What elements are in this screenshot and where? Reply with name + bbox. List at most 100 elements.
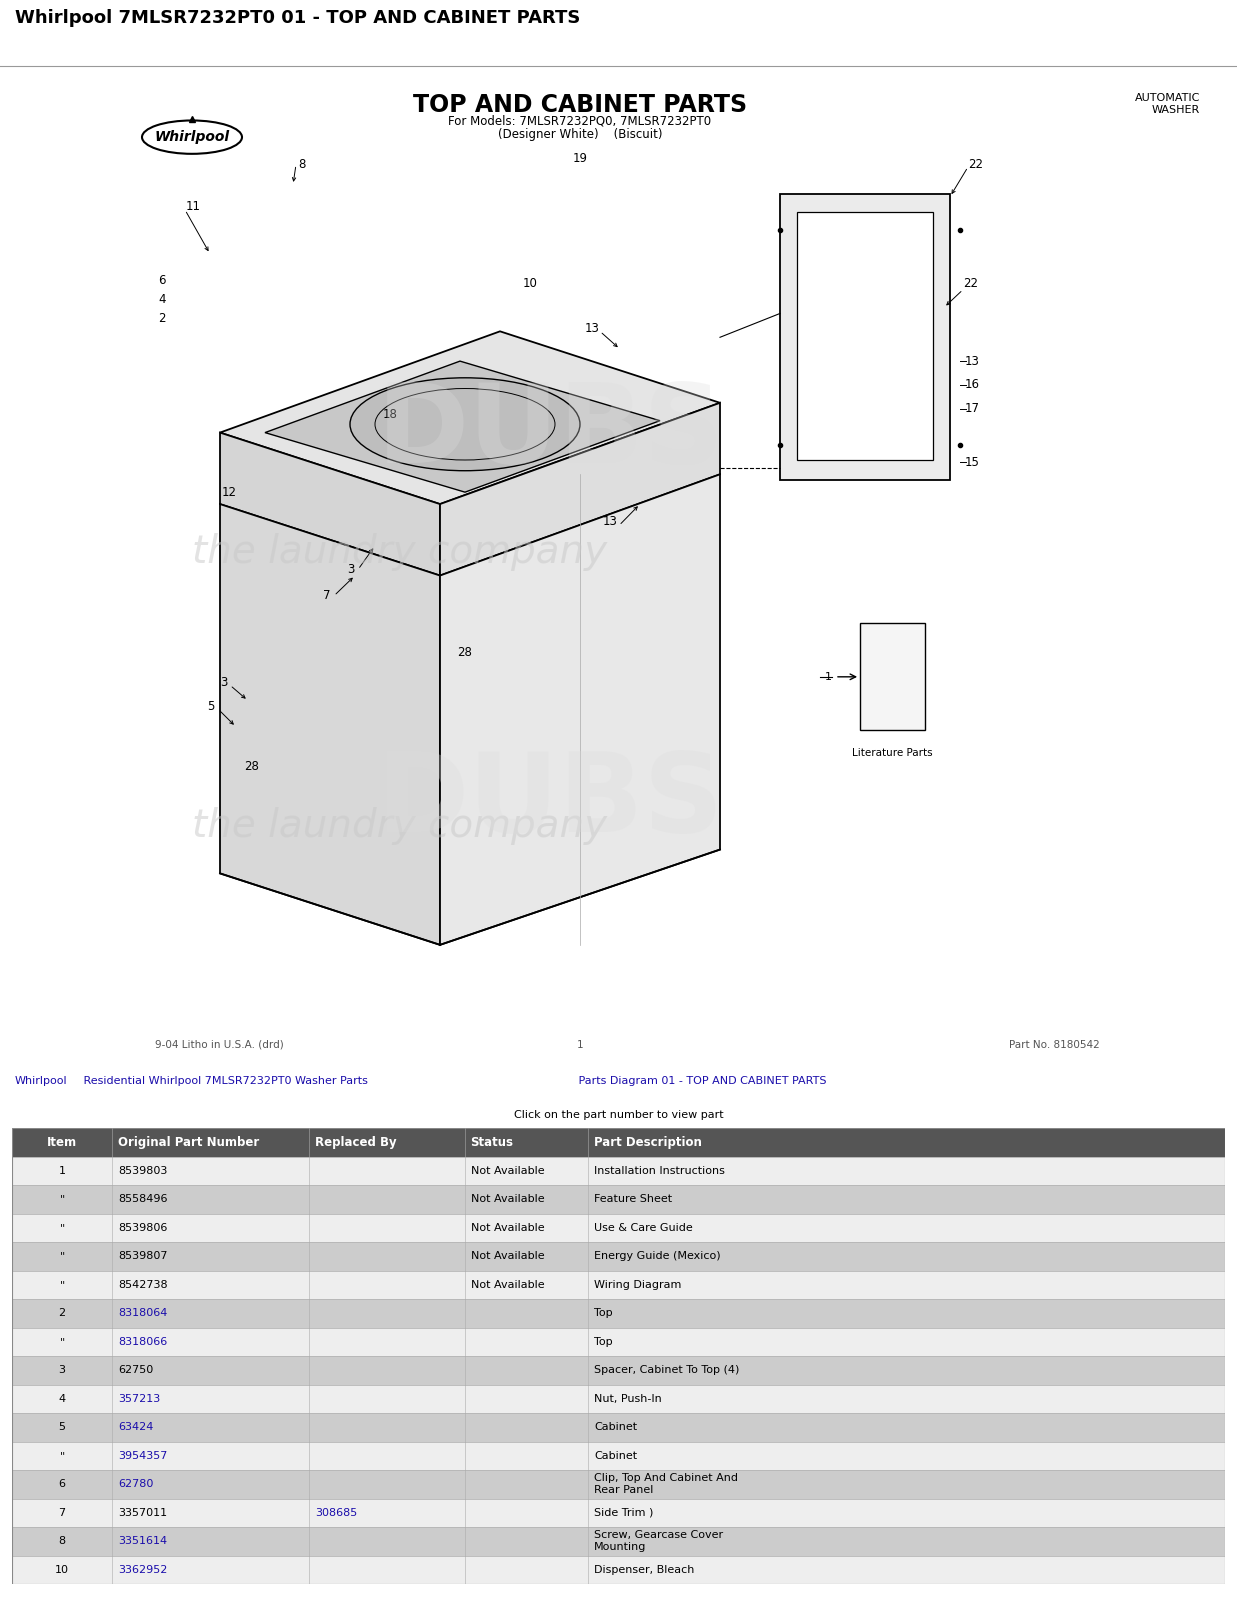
Ellipse shape: [350, 378, 580, 470]
Text: 22: 22: [969, 158, 983, 171]
Text: 12: 12: [221, 486, 238, 499]
Text: 8539807: 8539807: [118, 1251, 167, 1261]
Text: 2: 2: [158, 312, 166, 325]
Bar: [12, 1526, 1225, 1555]
Text: Energy Guide (Mexico): Energy Guide (Mexico): [594, 1251, 721, 1261]
Text: Nut, Push-In: Nut, Push-In: [594, 1394, 662, 1403]
Text: ": ": [59, 1194, 64, 1205]
Text: 13: 13: [604, 515, 618, 528]
Text: 13: 13: [585, 323, 600, 336]
Text: 17: 17: [965, 402, 980, 416]
Polygon shape: [220, 504, 440, 946]
Text: 8542738: 8542738: [118, 1280, 167, 1290]
Text: 3357011: 3357011: [118, 1507, 167, 1518]
Text: 8539806: 8539806: [118, 1222, 167, 1232]
Polygon shape: [220, 331, 720, 504]
Text: AUTOMATIC
WASHER: AUTOMATIC WASHER: [1134, 93, 1200, 115]
Text: 8318066: 8318066: [118, 1336, 167, 1347]
Text: 18: 18: [382, 408, 397, 421]
Text: Whirlpool: Whirlpool: [155, 130, 230, 144]
Polygon shape: [440, 403, 720, 576]
Text: 16: 16: [965, 379, 980, 392]
Polygon shape: [440, 474, 720, 946]
Text: 11: 11: [186, 200, 200, 213]
Text: 4: 4: [58, 1394, 66, 1403]
Text: For Models: 7MLSR7232PQ0, 7MLSR7232PT0: For Models: 7MLSR7232PQ0, 7MLSR7232PT0: [449, 115, 711, 128]
Text: 357213: 357213: [118, 1394, 160, 1403]
Text: 7: 7: [58, 1507, 66, 1518]
Text: 3: 3: [348, 563, 355, 576]
Text: 28: 28: [245, 760, 260, 773]
Bar: [12, 1299, 1225, 1328]
Text: Whirlpool: Whirlpool: [15, 1075, 68, 1085]
Text: 308685: 308685: [315, 1507, 357, 1518]
Text: Not Available: Not Available: [470, 1222, 544, 1232]
Text: 3: 3: [220, 677, 228, 690]
Text: 1: 1: [58, 1166, 66, 1176]
Polygon shape: [781, 194, 950, 480]
Text: Not Available: Not Available: [470, 1166, 544, 1176]
Text: Click on the part number to view part: Click on the part number to view part: [513, 1110, 724, 1120]
Bar: [12, 1442, 1225, 1470]
Text: Cabinet: Cabinet: [594, 1451, 637, 1461]
Text: 5: 5: [208, 701, 215, 714]
Bar: [12, 1328, 1225, 1357]
Text: Not Available: Not Available: [470, 1194, 544, 1205]
Text: 3: 3: [58, 1365, 66, 1376]
Text: Residential Whirlpool 7MLSR7232PT0 Washer Parts: Residential Whirlpool 7MLSR7232PT0 Washe…: [80, 1075, 369, 1085]
Text: 7: 7: [323, 589, 330, 602]
Text: TOP AND CABINET PARTS: TOP AND CABINET PARTS: [413, 93, 747, 117]
Text: 22: 22: [962, 277, 978, 290]
Text: Clip, Top And Cabinet And
Rear Panel: Clip, Top And Cabinet And Rear Panel: [594, 1474, 738, 1494]
Text: Status: Status: [470, 1136, 513, 1149]
Text: Spacer, Cabinet To Top (4): Spacer, Cabinet To Top (4): [594, 1365, 740, 1376]
Text: Whirlpool 7MLSR7232PT0 01 - TOP AND CABINET PARTS: Whirlpool 7MLSR7232PT0 01 - TOP AND CABI…: [15, 10, 580, 27]
Text: Screw, Gearcase Cover
Mounting: Screw, Gearcase Cover Mounting: [594, 1531, 724, 1552]
Bar: [12, 1555, 1225, 1584]
Text: 10: 10: [522, 277, 537, 290]
Text: 15: 15: [965, 456, 980, 469]
Text: the laundry company: the laundry company: [193, 806, 607, 845]
Text: 6: 6: [158, 274, 166, 286]
Text: 62780: 62780: [118, 1480, 153, 1490]
Text: Installation Instructions: Installation Instructions: [594, 1166, 725, 1176]
Text: DUBS: DUBS: [376, 379, 724, 486]
Text: Part No. 8180542: Part No. 8180542: [1009, 1040, 1100, 1050]
Text: Original Part Number: Original Part Number: [118, 1136, 259, 1149]
Text: Not Available: Not Available: [470, 1251, 544, 1261]
Bar: [12, 1384, 1225, 1413]
Bar: [12, 1128, 1225, 1157]
Text: 2: 2: [58, 1309, 66, 1318]
Text: 13: 13: [965, 355, 980, 368]
Text: 1: 1: [576, 1040, 584, 1050]
Text: Use & Care Guide: Use & Care Guide: [594, 1222, 693, 1232]
Bar: [12, 1157, 1225, 1186]
Text: Feature Sheet: Feature Sheet: [594, 1194, 673, 1205]
Text: Top: Top: [594, 1336, 612, 1347]
Bar: [12, 1242, 1225, 1270]
Bar: [12, 1213, 1225, 1242]
Text: Wiring Diagram: Wiring Diagram: [594, 1280, 682, 1290]
Bar: [12, 1270, 1225, 1299]
Text: Item: Item: [47, 1136, 77, 1149]
Text: 9-04 Litho in U.S.A. (drd): 9-04 Litho in U.S.A. (drd): [155, 1040, 283, 1050]
Text: the laundry company: the laundry company: [193, 533, 607, 571]
Polygon shape: [265, 362, 661, 493]
Text: 63424: 63424: [118, 1422, 153, 1432]
Text: 8: 8: [298, 158, 306, 171]
Text: Dispenser, Bleach: Dispenser, Bleach: [594, 1565, 695, 1574]
Text: 6: 6: [58, 1480, 66, 1490]
Bar: [12, 1470, 1225, 1499]
Bar: [12, 1357, 1225, 1384]
Text: 19: 19: [573, 152, 588, 165]
Text: 10: 10: [56, 1565, 69, 1574]
Polygon shape: [797, 213, 933, 459]
Text: DUBS: DUBS: [376, 749, 724, 856]
Text: Not Available: Not Available: [470, 1280, 544, 1290]
Text: Cabinet: Cabinet: [594, 1422, 637, 1432]
Text: ": ": [59, 1222, 64, 1232]
Text: 8: 8: [58, 1536, 66, 1546]
Text: Literature Parts: Literature Parts: [852, 749, 933, 758]
Bar: [12, 1413, 1225, 1442]
Text: 8539803: 8539803: [118, 1166, 167, 1176]
